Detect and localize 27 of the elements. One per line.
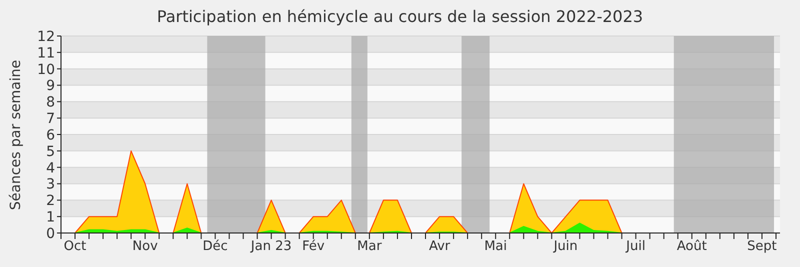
y-tick-label: 10 bbox=[37, 62, 55, 78]
x-tick-label: Déc bbox=[202, 239, 228, 254]
x-tick-label: Juin bbox=[552, 239, 578, 254]
x-tick-label: Nov bbox=[132, 239, 158, 254]
y-tick-label: 1 bbox=[46, 210, 55, 226]
x-tick-label: Avr bbox=[428, 239, 451, 254]
x-tick-label: Jan 23 bbox=[250, 239, 292, 254]
y-tick-label: 3 bbox=[46, 176, 55, 193]
y-axis-title: Séances par semaine bbox=[8, 59, 24, 210]
y-tick-label: 8 bbox=[46, 94, 55, 111]
chart-title: Participation en hémicycle au cours de la session 2022-2023 bbox=[156, 7, 644, 26]
x-tick-label: Oct bbox=[64, 239, 86, 254]
y-tick-label: 5 bbox=[46, 144, 55, 160]
x-tick-label: Fév bbox=[302, 239, 325, 254]
y-tick-label: 0 bbox=[46, 226, 55, 242]
y-tick-label: 11 bbox=[37, 45, 55, 62]
x-tick-label: Mar bbox=[357, 239, 382, 254]
x-tick-label: Sept bbox=[747, 239, 777, 254]
x-tick-label: Mai bbox=[484, 239, 508, 254]
x-tick-label: Août bbox=[676, 239, 707, 254]
y-tick-label: 6 bbox=[46, 127, 56, 144]
y-tick-label: 12 bbox=[37, 28, 55, 45]
y-tick-label: 4 bbox=[46, 160, 56, 176]
y-tick-label: 2 bbox=[46, 193, 55, 210]
y-tick-label: 9 bbox=[46, 78, 55, 94]
x-tick-label: Juil bbox=[625, 239, 646, 254]
y-tick-label: 7 bbox=[46, 111, 55, 128]
